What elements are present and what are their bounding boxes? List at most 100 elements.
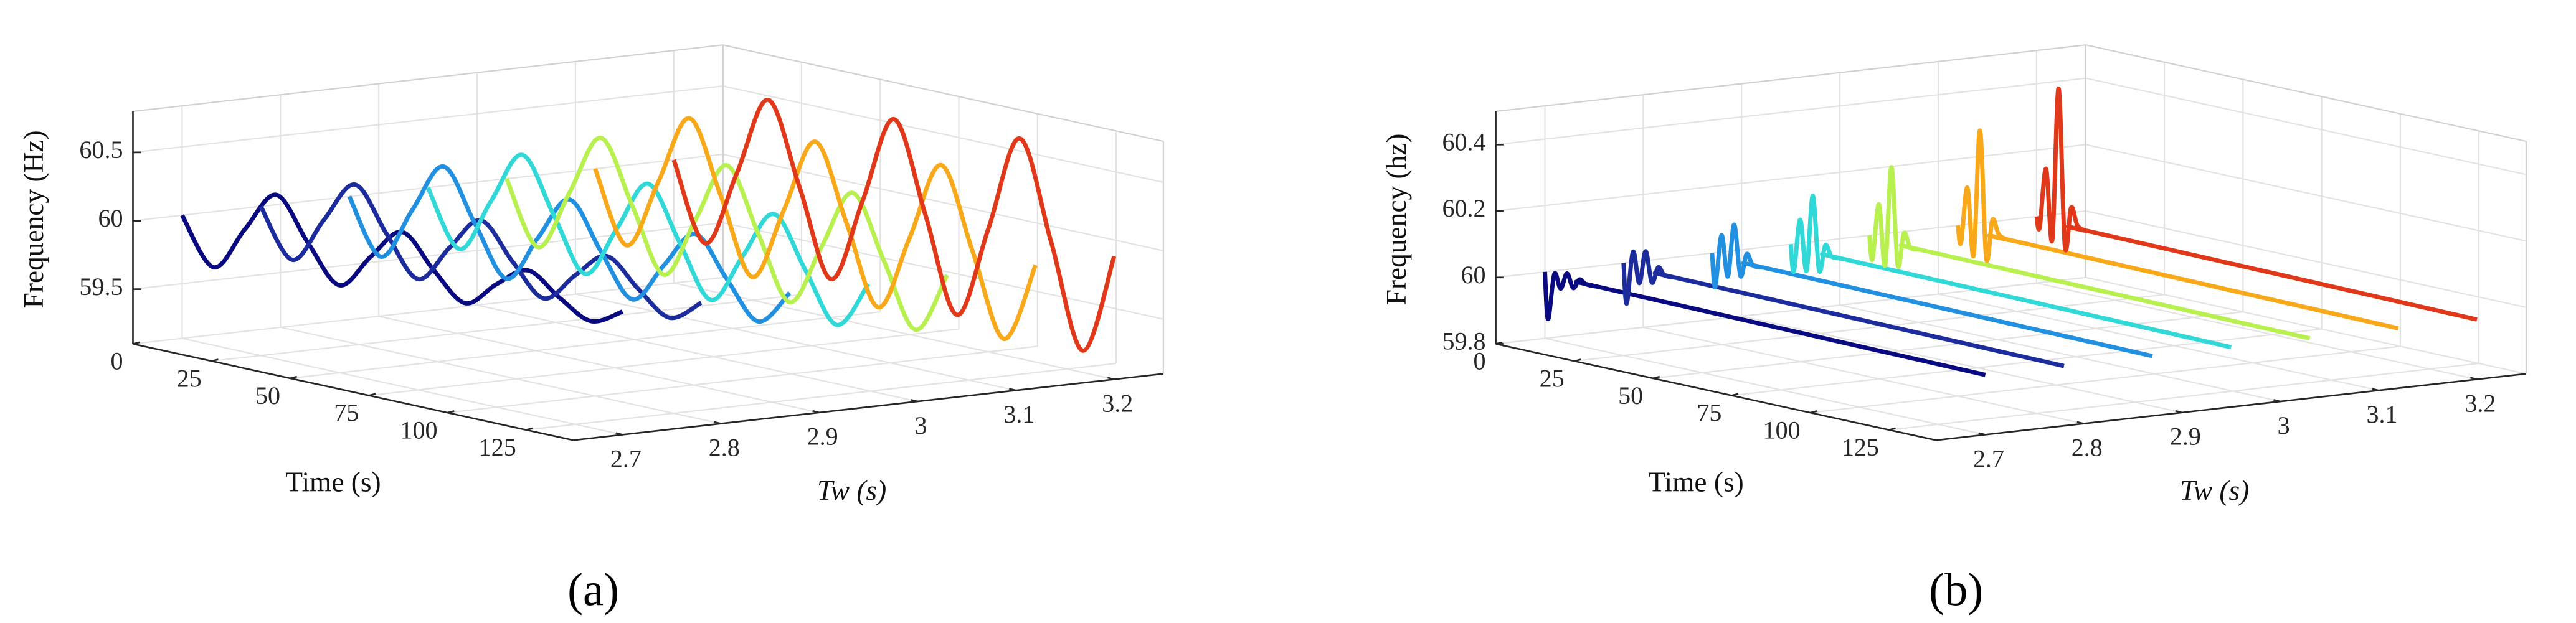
panel-label: (b) bbox=[1929, 564, 1983, 616]
x-tick-label: 125 bbox=[479, 433, 516, 461]
y-tick-label: 2.9 bbox=[2170, 423, 2201, 451]
series-line bbox=[1621, 249, 2065, 368]
series-line bbox=[180, 192, 623, 324]
grid-line bbox=[1652, 311, 2243, 379]
grid-line bbox=[1643, 326, 2084, 424]
series-line bbox=[1543, 271, 1986, 377]
tick-mark bbox=[911, 399, 918, 403]
grid-line bbox=[2085, 144, 2527, 242]
grid-line bbox=[1839, 304, 2281, 403]
x-tick-label: 100 bbox=[400, 416, 438, 444]
x-axis bbox=[1495, 343, 1936, 441]
panel-label: (a) bbox=[567, 564, 619, 616]
box-edge bbox=[722, 44, 1164, 143]
y-tick-label: 2.9 bbox=[807, 423, 838, 451]
y-axis-label: Tw (s) bbox=[817, 475, 886, 506]
grid-line bbox=[1545, 337, 1986, 436]
y-tick-label: 2.8 bbox=[2072, 433, 2103, 461]
tick-mark bbox=[615, 432, 623, 436]
grid-line bbox=[1495, 276, 2086, 345]
grid-line bbox=[526, 362, 1117, 431]
z-axis-label: Frequency (hz) bbox=[1381, 133, 1412, 305]
series-line bbox=[671, 97, 1117, 353]
grid-line bbox=[1810, 345, 2401, 414]
grid-line bbox=[1495, 144, 2086, 212]
y-tick-label: 2.7 bbox=[610, 444, 642, 472]
box-edge bbox=[1495, 44, 2086, 113]
y-tick-label: 3.1 bbox=[1003, 400, 1035, 428]
series-line bbox=[1956, 128, 2399, 331]
z-tick-label: 60.5 bbox=[79, 136, 123, 164]
y-tick-label: 3 bbox=[2278, 411, 2290, 439]
x-tick-label: 75 bbox=[334, 399, 359, 427]
grid-line bbox=[722, 85, 1164, 183]
grid-line bbox=[369, 328, 959, 396]
grid-line bbox=[133, 85, 723, 153]
grid-line bbox=[280, 326, 721, 424]
panel: 59.8 60 60.2 60.4 0 25 50 75 100 125 2.7 2.8 2.9 3 3.1… bbox=[1381, 44, 2527, 616]
tick-mark bbox=[1810, 410, 1817, 414]
tick-mark bbox=[133, 341, 140, 345]
tick-mark bbox=[2470, 377, 2478, 380]
grid-line bbox=[1495, 77, 2086, 146]
tick-mark bbox=[714, 421, 721, 424]
grid-line bbox=[133, 222, 723, 290]
series-line bbox=[2034, 86, 2478, 322]
y-tick-label: 3.1 bbox=[2366, 400, 2397, 428]
tick-mark bbox=[2273, 399, 2281, 403]
grid-line bbox=[1741, 316, 2182, 413]
series-line bbox=[504, 135, 949, 332]
z-tick-label: 60 bbox=[98, 204, 123, 232]
tick-mark bbox=[2175, 410, 2182, 414]
grid-line bbox=[290, 311, 881, 379]
tick-mark bbox=[1652, 375, 1660, 380]
box-edge bbox=[133, 44, 723, 113]
grid-line bbox=[133, 276, 723, 345]
z-tick-label: 60.4 bbox=[1442, 128, 1486, 156]
series-line bbox=[593, 116, 1038, 341]
tick-mark bbox=[1978, 432, 1986, 436]
tick-mark bbox=[211, 358, 219, 362]
grid-line bbox=[211, 294, 802, 362]
z-tick-label: 59.8 bbox=[1442, 327, 1486, 355]
series-line bbox=[425, 152, 871, 327]
x-tick-label: 75 bbox=[1697, 399, 1721, 427]
y-tick-label: 2.7 bbox=[1973, 444, 2004, 472]
grid-line bbox=[2085, 210, 2527, 308]
grid-line bbox=[476, 304, 918, 403]
x-tick-label: 0 bbox=[1474, 347, 1486, 375]
box-edge bbox=[2085, 44, 2527, 143]
tick-mark bbox=[1495, 341, 1503, 345]
y-tick-label: 3.2 bbox=[1102, 389, 1133, 417]
grid-line bbox=[2085, 77, 2527, 176]
z-axis-label: Frequency (Hz) bbox=[18, 130, 49, 308]
grid-line bbox=[1731, 328, 2322, 396]
grid-line bbox=[182, 337, 623, 436]
x-tick-label: 0 bbox=[110, 347, 123, 375]
x-axis-label: Time (s) bbox=[1648, 467, 1743, 498]
y-axis bbox=[1936, 373, 2527, 441]
tick-mark bbox=[2372, 388, 2379, 391]
y-tick-label: 3 bbox=[915, 411, 927, 439]
z-tick-label: 60.2 bbox=[1442, 194, 1486, 222]
x-tick-label: 125 bbox=[1842, 433, 1879, 461]
tick-mark bbox=[1731, 393, 1739, 396]
tick-mark bbox=[1107, 377, 1115, 380]
tick-mark bbox=[1009, 388, 1016, 391]
x-tick-label: 50 bbox=[1618, 382, 1643, 410]
grid-line bbox=[2085, 276, 2527, 375]
y-tick-label: 3.2 bbox=[2465, 389, 2496, 417]
x-tick-label: 50 bbox=[255, 382, 280, 410]
x-axis bbox=[133, 343, 574, 441]
grid-line bbox=[673, 282, 1115, 380]
series-line bbox=[1788, 194, 2232, 350]
tick-mark bbox=[2076, 421, 2084, 424]
series-line bbox=[1867, 165, 2311, 341]
grid-line bbox=[1888, 362, 2479, 431]
tick-mark bbox=[290, 375, 298, 380]
grid-line bbox=[447, 345, 1038, 414]
grid-line bbox=[1574, 294, 2165, 362]
grid-line bbox=[1938, 293, 2379, 391]
z-tick-label: 60 bbox=[1461, 261, 1486, 289]
